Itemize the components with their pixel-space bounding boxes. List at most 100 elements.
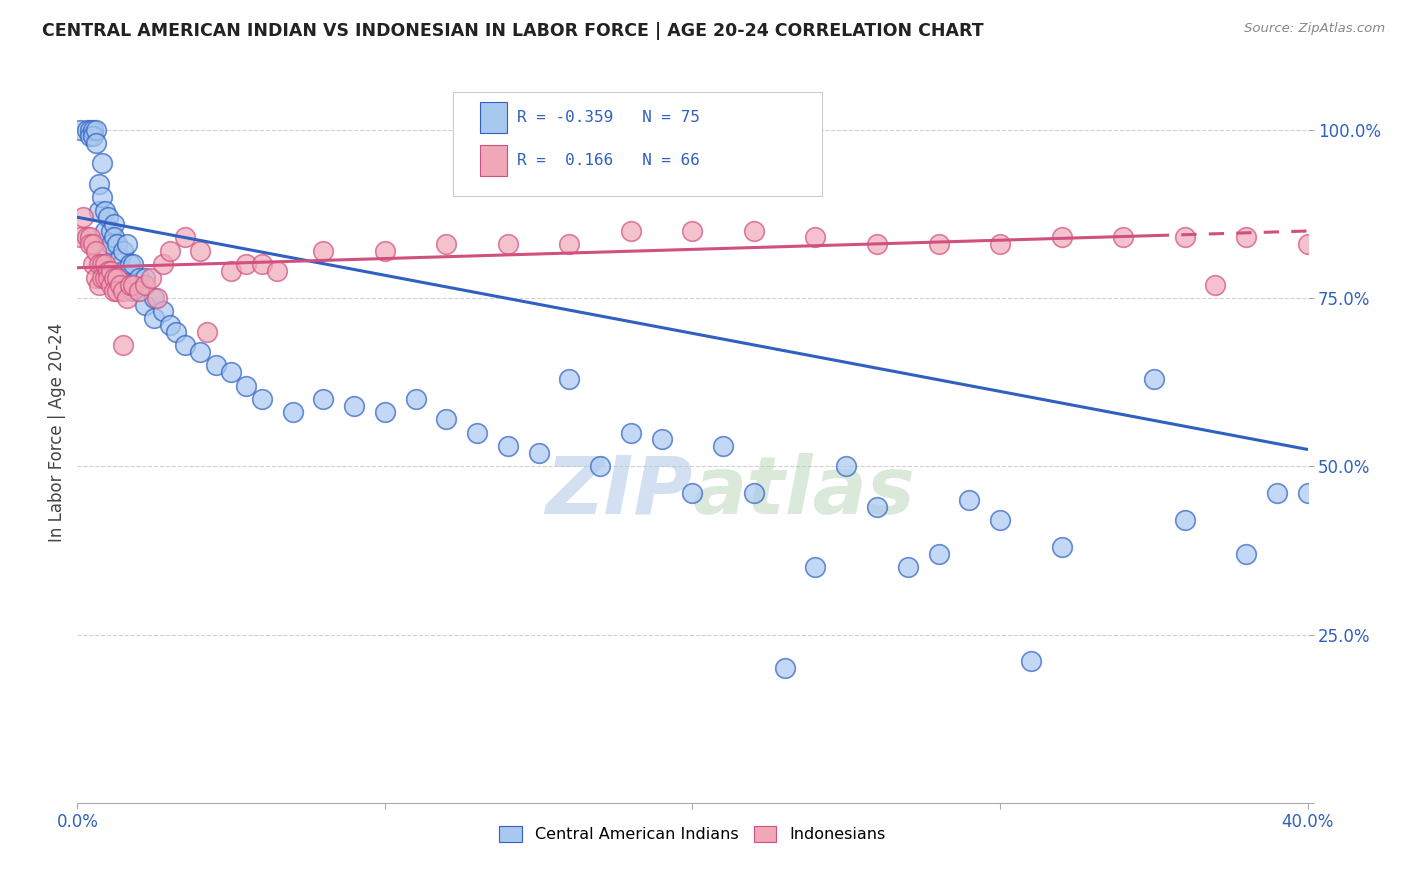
Point [121,257,143,271]
Point [558,372,581,386]
Point [250,392,273,406]
Y-axis label: In Labor Force | Age 20-24: In Labor Force | Age 20-24 [48,323,66,542]
Point [128,285,150,299]
Point [72,211,94,225]
Point [1174,230,1197,244]
Point [110,277,132,292]
Point [84,136,107,151]
Point [105,270,128,285]
Point [134,298,156,312]
Point [134,277,156,292]
Point [79,129,101,144]
Point [134,270,156,285]
Point [84,270,107,285]
Point [112,338,135,352]
Point [94,224,117,238]
Point [110,277,132,292]
Point [159,244,181,258]
Point [312,244,335,258]
Point [97,270,120,285]
Point [100,224,122,238]
Point [90,190,114,204]
Point [87,277,110,292]
Point [94,203,117,218]
Point [143,291,166,305]
Point [112,285,135,299]
Point [1389,230,1406,244]
Point [988,237,1011,252]
Point [79,122,101,136]
Point [188,344,212,359]
Point [496,439,519,453]
Point [1050,540,1073,554]
Point [1234,230,1257,244]
Point [436,412,458,426]
Point [97,264,120,278]
Point [82,237,104,252]
Point [1265,486,1288,500]
Point [128,270,150,285]
Point [105,285,128,299]
Legend: Central American Indians, Indonesians: Central American Indians, Indonesians [492,818,893,850]
Point [1296,486,1319,500]
Point [835,459,858,474]
Point [405,392,427,406]
Point [76,122,98,136]
Point [1204,277,1226,292]
Point [195,325,218,339]
Point [115,270,138,285]
Point [235,257,257,271]
Point [128,285,150,299]
Point [682,486,704,500]
Point [121,285,143,299]
Point [69,230,91,244]
Point [152,257,174,271]
Point [94,270,117,285]
FancyBboxPatch shape [479,102,506,133]
Point [558,237,581,252]
Point [957,492,980,507]
Point [1234,547,1257,561]
Point [100,237,122,252]
Point [159,318,181,332]
Point [84,244,107,258]
Point [651,433,673,447]
Point [866,237,889,252]
Text: Source: ZipAtlas.com: Source: ZipAtlas.com [1244,22,1385,36]
Point [141,270,163,285]
Point [1296,237,1319,252]
Point [87,177,110,191]
Point [165,325,187,339]
Point [988,513,1011,527]
Point [82,257,104,271]
Point [152,304,174,318]
Point [804,560,827,574]
Point [312,392,335,406]
Point [84,122,107,136]
Point [219,365,242,379]
Point [174,338,197,352]
Point [87,257,110,271]
Point [188,244,212,258]
Point [90,257,114,271]
FancyBboxPatch shape [479,145,506,176]
Point [1327,237,1350,252]
Point [1143,372,1166,386]
Point [804,230,827,244]
Text: ZIP: ZIP [546,453,693,531]
FancyBboxPatch shape [453,92,821,195]
Point [143,311,166,326]
Point [436,237,458,252]
Point [235,378,257,392]
Point [1112,230,1135,244]
Point [266,264,288,278]
Point [97,244,120,258]
Text: R = -0.359   N = 75: R = -0.359 N = 75 [516,111,699,125]
Point [110,251,132,265]
Text: CENTRAL AMERICAN INDIAN VS INDONESIAN IN LABOR FORCE | AGE 20-24 CORRELATION CHA: CENTRAL AMERICAN INDIAN VS INDONESIAN IN… [42,22,984,40]
Point [79,237,101,252]
Point [1050,230,1073,244]
Point [589,459,612,474]
Point [620,425,643,440]
Text: R =  0.166   N = 66: R = 0.166 N = 66 [516,153,699,168]
